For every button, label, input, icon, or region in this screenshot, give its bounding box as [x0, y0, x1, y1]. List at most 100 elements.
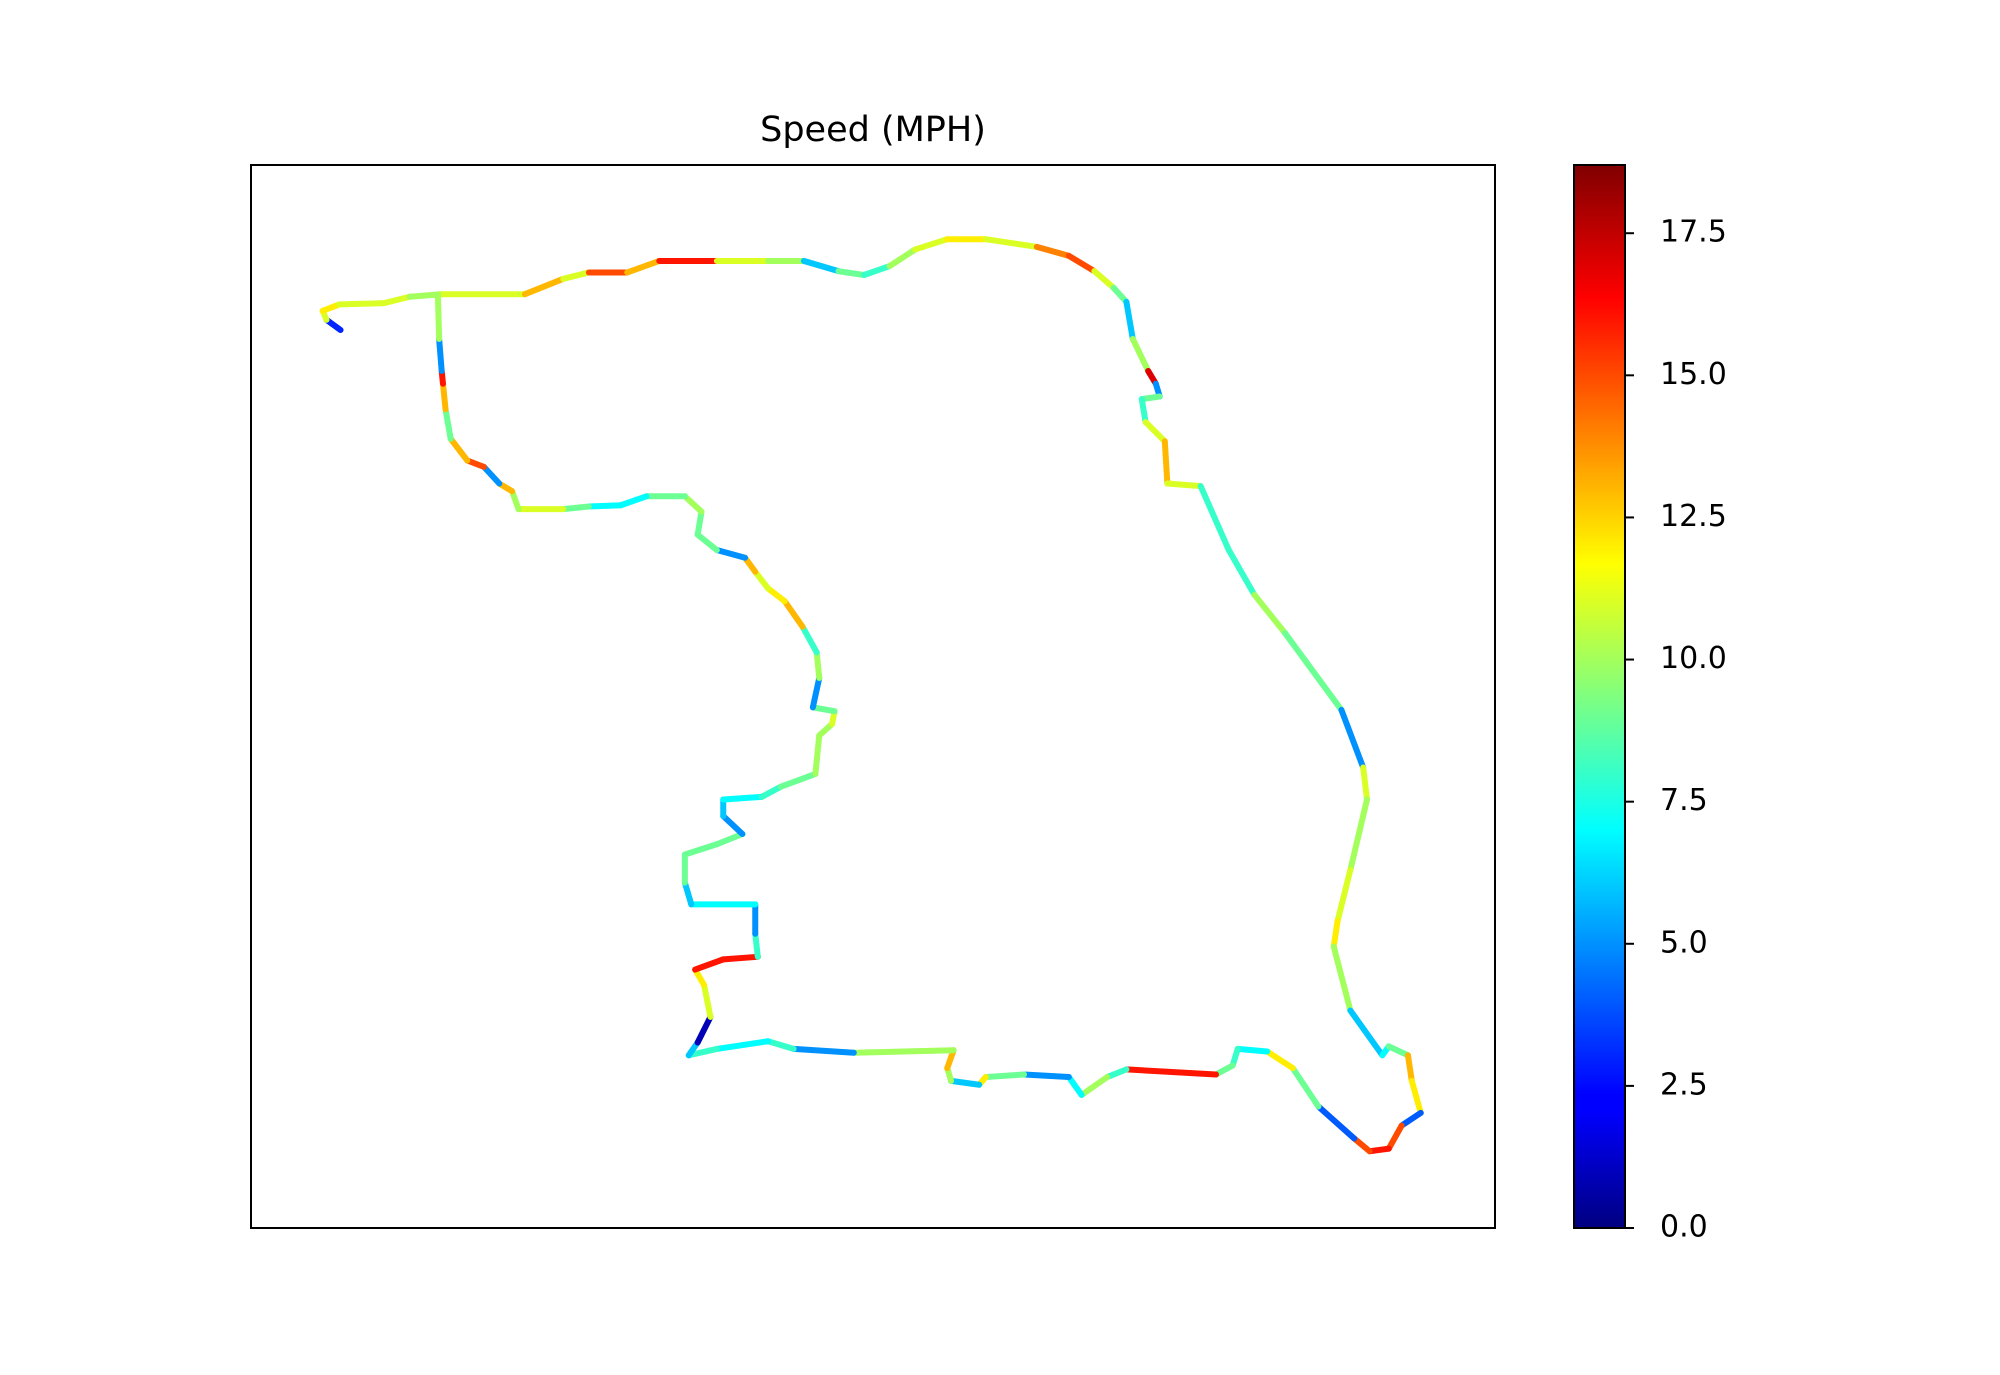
- track-segment: [812, 732, 823, 777]
- track-segment: [850, 1047, 957, 1056]
- track-segment: [781, 598, 806, 630]
- track-segment: [720, 813, 746, 838]
- track-segment: [1234, 1045, 1271, 1055]
- track-segment: [1330, 917, 1341, 950]
- track-segment: [1385, 1043, 1411, 1059]
- track-segment: [1078, 1074, 1111, 1098]
- track-segment: [1123, 298, 1136, 342]
- colorbar-tick-label: 17.5: [1660, 215, 1727, 250]
- colorbar-tick-label: 15.0: [1660, 357, 1727, 392]
- track-segment: [1398, 1109, 1424, 1129]
- colorbar-tick-label: 7.5: [1660, 783, 1708, 818]
- track-segment: [521, 275, 567, 298]
- track-segment: [1330, 943, 1354, 1014]
- track-segment: [1347, 796, 1371, 873]
- track-segment: [439, 380, 449, 413]
- track-segment: [713, 1038, 772, 1052]
- colorbar-tick-label: 5.0: [1660, 925, 1708, 960]
- track-segment: [777, 770, 819, 790]
- track-segment: [1065, 1074, 1085, 1098]
- track-segment: [1366, 1145, 1392, 1155]
- track-segment: [624, 257, 663, 276]
- track-segment: [1347, 1007, 1386, 1059]
- track-segment: [1251, 591, 1289, 637]
- track-segment: [1212, 1062, 1236, 1078]
- track-segment: [809, 704, 838, 715]
- track-segment: [436, 335, 445, 374]
- track-segment: [692, 956, 727, 973]
- track-segment: [1123, 1066, 1219, 1078]
- colorbar-tick-label: 12.5: [1660, 499, 1727, 534]
- track-segment: [701, 981, 714, 1020]
- track-segment: [835, 268, 868, 279]
- track-segment: [1033, 243, 1072, 259]
- track-segment: [799, 623, 820, 656]
- track-segment: [1289, 1065, 1322, 1110]
- track-segment: [982, 236, 1040, 250]
- track-segment: [1404, 1052, 1415, 1084]
- track-segment: [813, 649, 823, 681]
- track-segment: [681, 879, 695, 908]
- track-segment: [1408, 1077, 1424, 1116]
- plot-frame: [250, 164, 1496, 1229]
- track-segment: [1351, 1135, 1373, 1155]
- track-segment: [752, 568, 772, 592]
- track-segment: [509, 488, 522, 513]
- colorbar-tick-label: 0.0: [1660, 1210, 1708, 1245]
- track-segment: [1264, 1048, 1296, 1072]
- track-segment: [809, 674, 823, 711]
- track-segment: [694, 508, 705, 538]
- track-segment: [585, 502, 624, 510]
- track-segment: [1104, 1066, 1130, 1081]
- track-segment: [336, 300, 388, 308]
- track-segment: [694, 531, 720, 554]
- track-segment: [1065, 252, 1098, 275]
- colorbar: [1573, 164, 1626, 1229]
- track-segment: [1138, 396, 1149, 426]
- track-segment: [1282, 630, 1345, 713]
- track-segment: [720, 953, 761, 963]
- track-segment: [1385, 1122, 1405, 1152]
- colorbar-tick-label: 10.0: [1660, 641, 1727, 676]
- track-segment: [1225, 547, 1258, 598]
- track-segment: [765, 585, 788, 605]
- track-segment: [442, 406, 454, 442]
- track-segment: [694, 1013, 714, 1046]
- track-segment: [434, 291, 443, 342]
- track-segment: [480, 463, 503, 487]
- track-segment: [886, 246, 919, 270]
- colorbar-tick-label: 2.5: [1660, 1067, 1708, 1102]
- track-segment: [1334, 866, 1354, 924]
- track-segment: [447, 435, 471, 464]
- track-segment: [617, 493, 650, 509]
- track-segment: [720, 793, 765, 803]
- track-segment: [1161, 438, 1171, 487]
- track-segment: [1315, 1103, 1358, 1142]
- track-segment: [713, 547, 749, 561]
- track-segment: [713, 831, 746, 848]
- track-segment: [1091, 268, 1117, 291]
- track-segment: [758, 783, 784, 800]
- track-segment: [1138, 393, 1163, 403]
- track-segment: [1338, 706, 1367, 771]
- track-segment: [381, 293, 413, 307]
- track-segment: [560, 503, 592, 513]
- track-segment: [1110, 284, 1130, 305]
- chart-title: Speed (MPH): [760, 110, 986, 150]
- track-segment: [1197, 483, 1232, 554]
- track-segment: [681, 493, 705, 515]
- track-segment: [1360, 764, 1371, 803]
- track-segment: [765, 1038, 797, 1052]
- track-segment: [1021, 1071, 1072, 1081]
- track-segment: [982, 1071, 1028, 1081]
- track-segment: [1142, 419, 1168, 445]
- track-segment: [681, 841, 720, 858]
- track-segment: [560, 269, 592, 282]
- track-segment: [1164, 480, 1204, 490]
- track-segment: [685, 1045, 720, 1059]
- track-segment: [912, 236, 951, 253]
- track-segment: [800, 257, 842, 275]
- track-segment: [752, 930, 761, 960]
- track-segment: [790, 1045, 857, 1056]
